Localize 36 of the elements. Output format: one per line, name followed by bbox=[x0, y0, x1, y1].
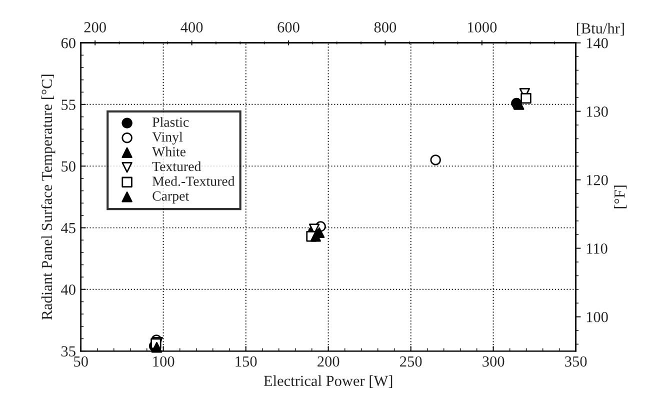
x2-tick-label: 600 bbox=[278, 22, 300, 32]
y-axis-title: Radiant Panel Surface Temperature [°C] bbox=[41, 74, 56, 320]
legend-label: Carpet bbox=[152, 191, 190, 204]
x-tick-label: 50 bbox=[74, 356, 88, 367]
y2-tick-label: 120 bbox=[586, 174, 608, 186]
y-tick-label: 45 bbox=[61, 222, 76, 234]
y-tick-label: 55 bbox=[62, 100, 76, 110]
point bbox=[310, 231, 321, 242]
y-tick-label: 60 bbox=[61, 38, 76, 48]
point bbox=[430, 154, 441, 166]
x2-tick-label: 1000 bbox=[468, 22, 497, 32]
legend-label: Vinyl bbox=[152, 132, 183, 144]
y2-tick-label: 100 bbox=[586, 312, 608, 322]
x-tick-label: 300 bbox=[482, 356, 504, 367]
x-tick-label: 200 bbox=[318, 356, 340, 367]
x2-tick-label: 200 bbox=[84, 22, 106, 32]
y2-tick-label: 130 bbox=[586, 106, 608, 117]
x2-tick-label: 400 bbox=[180, 22, 203, 32]
x2-tick-label: 800 bbox=[374, 22, 396, 32]
y-tick-label: 40 bbox=[61, 284, 76, 295]
legend-label: Textured bbox=[152, 161, 202, 172]
y2-axis-title: [°F] bbox=[614, 186, 627, 208]
legend-label: Plastic bbox=[152, 117, 189, 127]
x-tick-label: 100 bbox=[153, 356, 174, 367]
y2-tick-label: 140 bbox=[586, 38, 608, 48]
y-tick-label: 35 bbox=[61, 346, 76, 356]
y2-tick-label: 110 bbox=[586, 243, 608, 254]
legend-label: Med.-Textured bbox=[152, 176, 235, 186]
x-axis-title: Electrical Power [W] bbox=[264, 375, 392, 388]
x-tick-label: 250 bbox=[400, 356, 422, 367]
x-tick-label: 150 bbox=[236, 356, 257, 367]
x2-axis-title: [Btu/hr] bbox=[576, 22, 624, 36]
x-tick-label: 350 bbox=[565, 356, 587, 367]
point bbox=[520, 92, 532, 104]
y-tick-label: 50 bbox=[62, 161, 76, 172]
legend-label: White bbox=[152, 146, 186, 156]
